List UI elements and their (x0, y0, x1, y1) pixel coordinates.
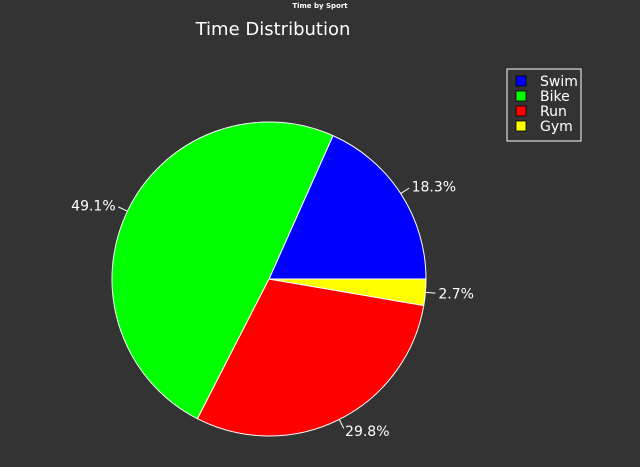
pie-wedges (111, 121, 427, 437)
pie-slice-run (196, 278, 425, 437)
legend-swatch-bike (515, 90, 527, 102)
pie-leader-line (400, 187, 410, 194)
pie-leader-line (425, 291, 436, 294)
legend-swatch-swim (515, 75, 527, 87)
pie-leader-line (118, 206, 128, 212)
pie-labels: 18.3% 49.1% 29.8% 2.7% (71, 179, 474, 440)
chart-title: Time Distribution (195, 19, 351, 40)
window-title: Time by Sport (292, 2, 348, 10)
pie-label-bike: 49.1% (71, 199, 115, 215)
legend-label-run: Run (540, 104, 567, 120)
legend-label-bike: Bike (540, 89, 570, 105)
pie-label-swim: 18.3% (412, 179, 456, 195)
legend-swatch-gym (515, 120, 527, 132)
pie-label-run: 29.8% (345, 424, 389, 440)
legend-label-gym: Gym (540, 119, 573, 135)
pie-label-gym: 2.7% (438, 286, 474, 302)
legend-swatch-run (515, 105, 527, 117)
legend-frame (506, 68, 582, 142)
legend-label-swim: Swim (540, 74, 578, 90)
pie-slice-bike (111, 121, 334, 420)
pie-leader-line (338, 419, 345, 429)
pie-slice-swim (268, 134, 427, 280)
